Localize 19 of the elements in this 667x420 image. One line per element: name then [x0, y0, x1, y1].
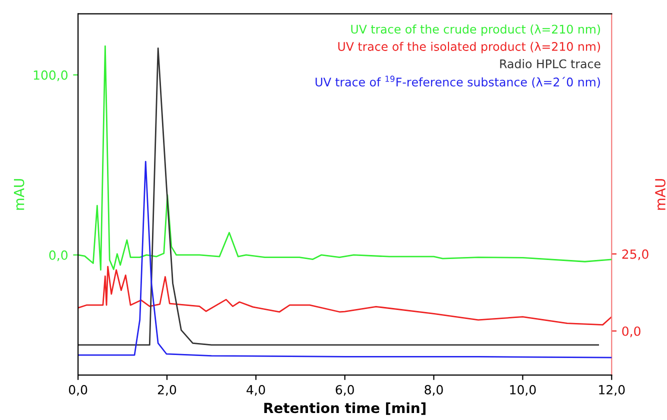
text: UV trace of the crude product (λ=210 nm) [351, 24, 600, 36]
text: UV trace of the isolated product (λ=210 nm) [338, 42, 600, 54]
y2-tick-label: 25,0 [622, 249, 648, 260]
y2-tick-label: 0,0 [622, 326, 640, 338]
text: UV trace of $^{19}$F-reference substance (λ=2´0 nm) [316, 76, 600, 88]
x-tick-label: 12,0 [599, 385, 625, 396]
text: Radio HPLC trace [500, 59, 600, 68]
x-tick-label: 8,0 [424, 385, 443, 396]
line-series [78, 266, 612, 326]
x-tick-label: 2,0 [158, 385, 176, 396]
x-axis-title: Retention time [min] [264, 402, 426, 415]
x-tick-label: 0,0 [68, 385, 88, 396]
y2-axis-title: mAU [655, 179, 666, 210]
x-tick-label: 4,0 [246, 385, 266, 396]
x-tick-label: 10,0 [510, 385, 536, 396]
line-series [78, 160, 612, 358]
y-axis-title: mAU [14, 179, 24, 210]
y-tick-label: 100,0 [34, 70, 68, 82]
x-tick-label: 6,0 [336, 385, 354, 396]
